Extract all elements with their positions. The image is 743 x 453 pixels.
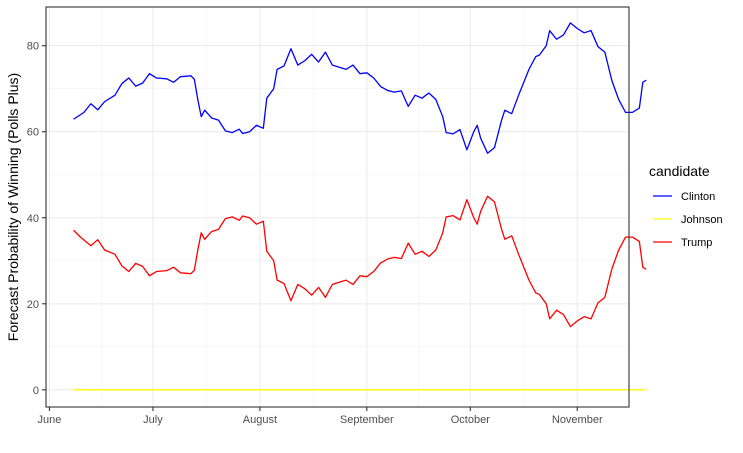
plot-panel-border [45,6,630,408]
y-tick-label: 20 [27,299,39,311]
legend-title: candidate [649,163,710,179]
legend-label-johnson: Johnson [681,214,723,226]
x-tick-label: November [552,414,603,426]
legend-label-clinton: Clinton [681,191,715,203]
x-axis: June July August September October November [38,407,603,426]
major-gridlines [46,7,629,407]
y-tick-label: 40 [27,213,39,225]
series-line-clinton [73,22,647,154]
y-axis: 0 20 40 60 80 [27,41,46,397]
x-tick-label: August [243,414,277,426]
y-tick-label: 80 [27,41,39,53]
series-line-trump [73,195,647,328]
y-tick-label: 60 [27,127,39,139]
x-tick-label: July [143,414,163,426]
legend-items: Clinton Johnson Trump [653,191,723,249]
minor-gridlines [46,7,629,407]
x-tick-label: October [451,414,490,426]
legend-label-trump: Trump [681,237,712,249]
legend: candidate Clinton Johnson Trump [649,163,723,249]
y-tick-label: 0 [33,385,39,397]
y-axis-title: Forecast Probability of Winning (Polls P… [5,73,21,341]
x-tick-label: June [38,414,62,426]
series-lines [73,22,647,391]
x-tick-label: September [340,414,394,426]
